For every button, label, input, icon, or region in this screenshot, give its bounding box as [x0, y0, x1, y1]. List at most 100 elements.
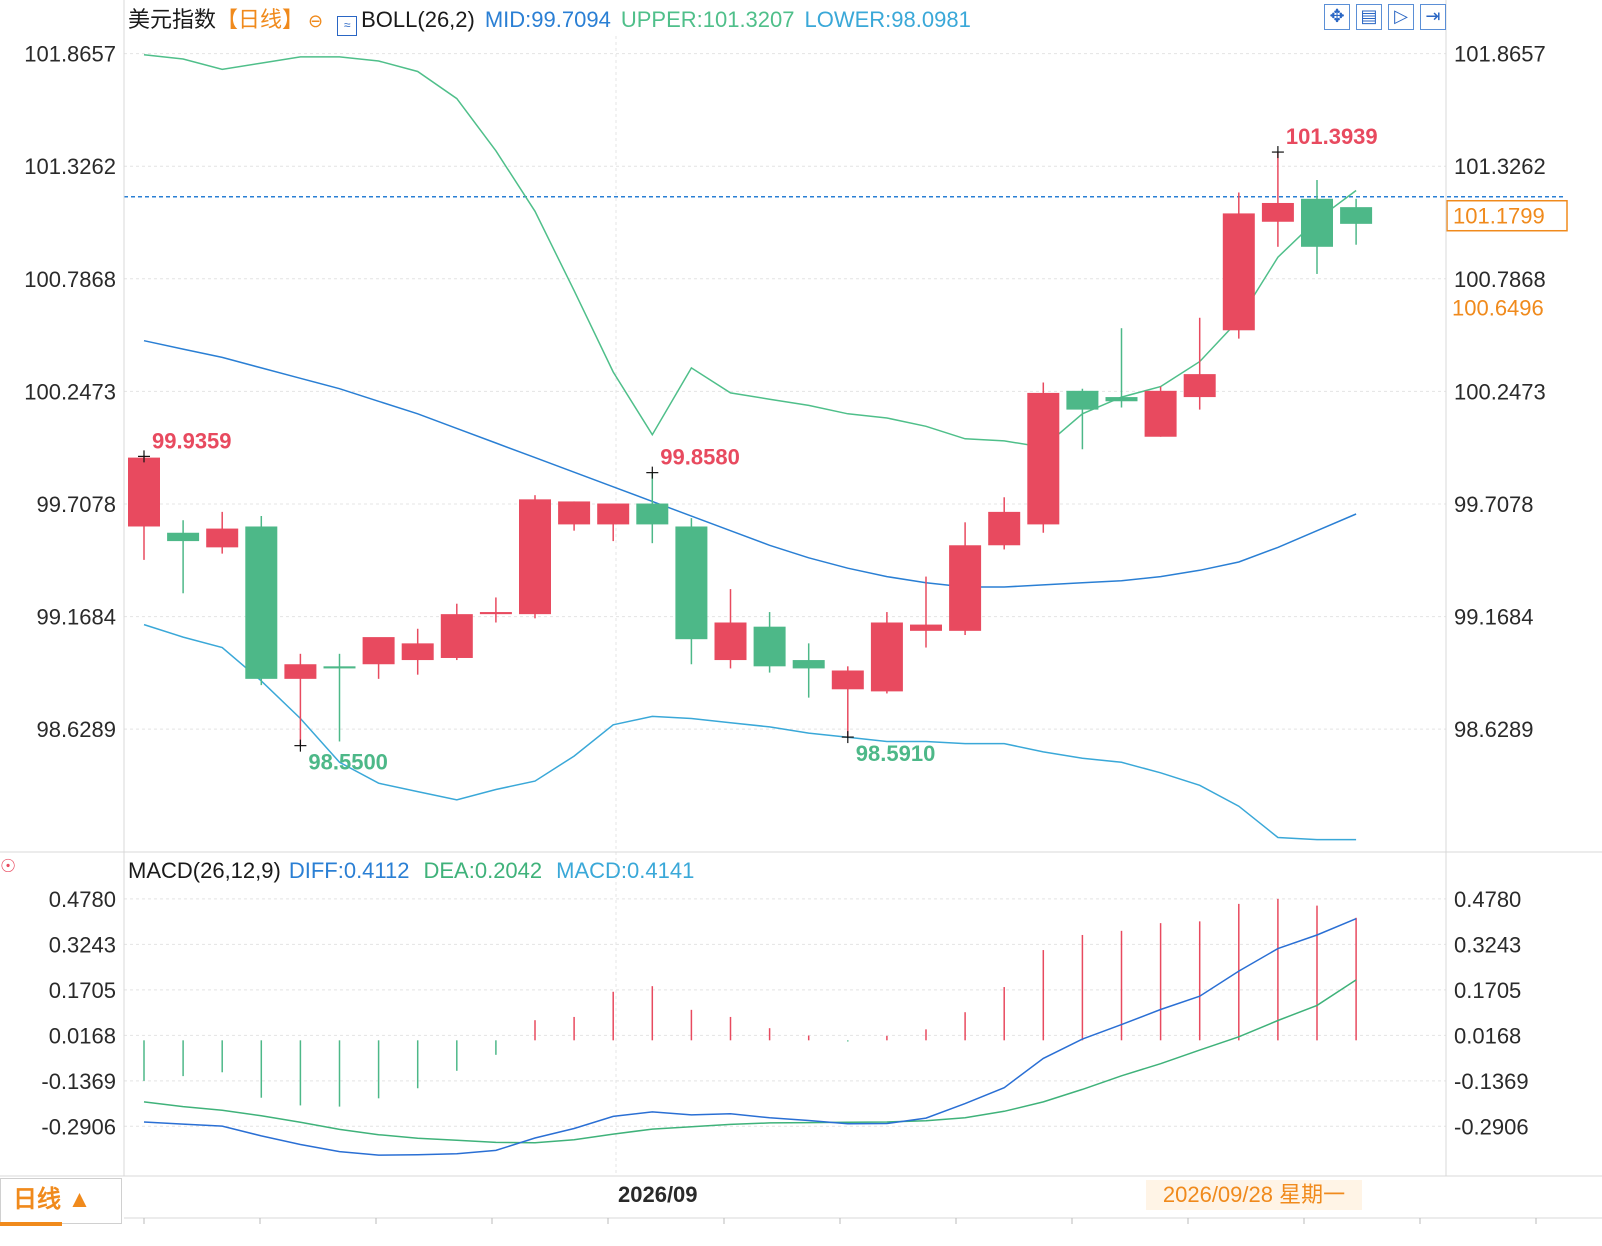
- macd-hist-value: MACD:0.4141: [556, 858, 695, 883]
- candle: [1222, 192, 1255, 339]
- left-price-tick: 98.6289: [36, 717, 116, 742]
- candle-body: [401, 643, 434, 661]
- last-price-box: [1446, 199, 1568, 232]
- candle-body: [479, 612, 512, 615]
- candle-body: [636, 503, 669, 525]
- candle-body: [949, 545, 982, 631]
- right-price-tick: 100.7868: [1454, 267, 1546, 292]
- macd-diff-value: DIFF:0.4112: [288, 858, 410, 883]
- candle-body: [1340, 207, 1373, 224]
- left-macd-tick: 0.4780: [49, 887, 116, 912]
- left-price-tick: 99.1684: [36, 605, 116, 630]
- candle-body: [910, 624, 942, 631]
- month-axis-label: 2026/09: [618, 1182, 698, 1207]
- candle-body: [284, 664, 317, 679]
- right-price-tick: 99.1684: [1454, 605, 1534, 630]
- step-back-icon[interactable]: ▷: [1388, 4, 1414, 30]
- candle: [401, 628, 434, 675]
- candle: [910, 576, 942, 648]
- candle: [714, 589, 747, 669]
- candle: [284, 653, 317, 746]
- candle-body: [714, 622, 747, 661]
- boll-icon[interactable]: ≈: [337, 16, 358, 36]
- candle: [206, 511, 239, 554]
- candle: [1144, 386, 1177, 437]
- candle-body: [597, 503, 630, 525]
- right-price-tick: 100.2473: [1454, 379, 1546, 404]
- candle: [1340, 198, 1373, 245]
- candle: [167, 520, 200, 594]
- candle-body: [831, 670, 864, 690]
- candle-body: [1261, 202, 1294, 222]
- candle-body: [206, 528, 239, 548]
- right-price-axis: 101.8657 101.3262 100.7868 100.2473 99.7078 9…: [124, 42, 1568, 1139]
- grid-lines: [124, 36, 1446, 1176]
- left-macd-tick: -0.2906: [41, 1114, 116, 1139]
- candle: [636, 472, 669, 544]
- bar-style-icon[interactable]: ▤: [1356, 4, 1382, 30]
- instrument-name: 美元指数: [128, 7, 217, 32]
- macd-title: MACD(26,12,9): [128, 858, 281, 883]
- boll-lower-value: LOWER:98.0981: [804, 7, 971, 32]
- candle: [1105, 328, 1138, 408]
- period-tag[interactable]: 【日线】: [216, 7, 305, 32]
- macd-panel: [143, 898, 1357, 1156]
- candle-body: [558, 501, 591, 525]
- period-selector-underline: [0, 1222, 62, 1226]
- settings-gear-icon[interactable]: ☉: [0, 856, 17, 876]
- indicator-menu-icon[interactable]: ⊖: [308, 11, 324, 31]
- candlestick-series[interactable]: [128, 152, 1373, 746]
- left-macd-tick: 0.0168: [49, 1023, 116, 1048]
- left-price-tick: 101.8657: [24, 42, 116, 67]
- candle: [245, 516, 278, 686]
- candle-body: [440, 614, 473, 658]
- candle-body: [519, 499, 551, 615]
- right-marker-label: 100.6496: [1452, 295, 1544, 320]
- candle-body: [988, 511, 1021, 546]
- candle: [870, 612, 903, 694]
- candle: [675, 518, 708, 665]
- candle: [558, 501, 591, 531]
- candle: [597, 503, 630, 542]
- candle-body: [1222, 213, 1255, 331]
- macd-panel-header: MACD(26,12,9) DIFF:0.4112 DEA:0.2042 MACD:0…: [128, 858, 708, 884]
- step-forward-icon[interactable]: ⇥: [1420, 4, 1446, 30]
- extreme-label: 98.5910: [856, 741, 936, 766]
- bollinger-bands: [143, 54, 1357, 841]
- extreme-label: 99.9359: [152, 428, 232, 453]
- left-price-tick: 99.7078: [36, 492, 116, 517]
- price-annotations: 99.9359 98.5500 99.8580 98.5910 101.3939: [138, 124, 1378, 775]
- candle-body: [167, 532, 200, 542]
- boll-lower-line: [143, 623, 1357, 841]
- zoom-fit-icon[interactable]: ✥: [1324, 4, 1350, 30]
- right-macd-tick: 0.3243: [1454, 932, 1521, 957]
- right-macd-tick: 0.0168: [1454, 1023, 1521, 1048]
- candle: [1027, 382, 1060, 533]
- left-macd-tick: 0.1705: [49, 978, 116, 1003]
- candle-body: [870, 622, 903, 692]
- candle: [519, 495, 551, 619]
- candle: [949, 522, 982, 636]
- candle: [792, 643, 825, 698]
- left-price-tick: 101.3262: [24, 154, 116, 179]
- macd-dea-value: DEA:0.2042: [423, 858, 543, 883]
- candle-body: [753, 626, 786, 667]
- period-selector-button[interactable]: 日线 ▲: [0, 1178, 122, 1224]
- boll-label: BOLL(26,2): [361, 7, 475, 32]
- right-price-tick: 101.8657: [1454, 42, 1546, 67]
- boll-upper-value: UPPER:101.3207: [620, 7, 795, 32]
- candle-body: [1066, 390, 1099, 410]
- extreme-label: 98.5500: [308, 750, 388, 775]
- boll-mid-line: [143, 339, 1357, 588]
- right-macd-tick: 0.4780: [1454, 887, 1521, 912]
- candle: [323, 653, 356, 742]
- candle: [753, 612, 786, 673]
- candle-body: [323, 666, 356, 669]
- candle: [988, 497, 1021, 550]
- right-macd-tick: -0.1369: [1454, 1069, 1529, 1094]
- right-price-tick: 99.7078: [1454, 492, 1534, 517]
- price-panel-header: 美元指数【日线】 ⊖ ≈ BOLL(26,2) MID:99.7094 UPPER:101…: [128, 2, 981, 36]
- candle-body: [1183, 374, 1216, 398]
